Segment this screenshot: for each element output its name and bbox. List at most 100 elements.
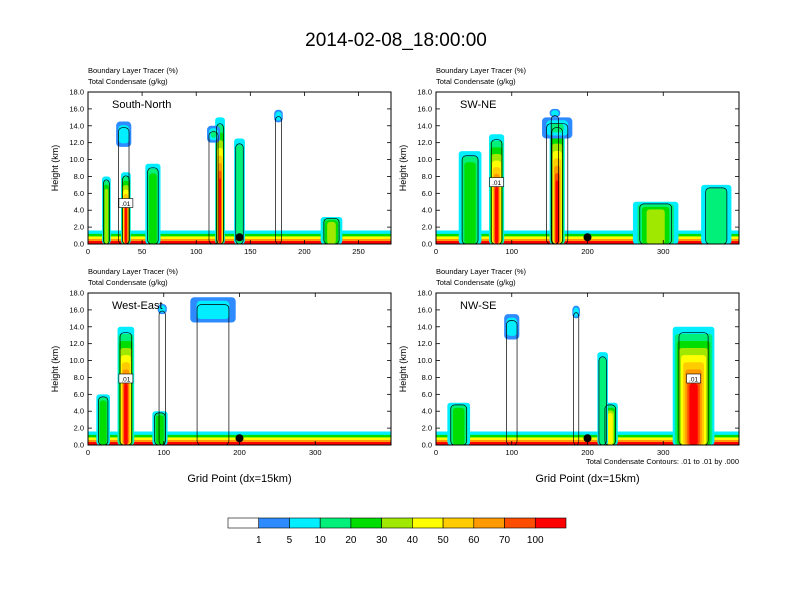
tracer-plume	[599, 357, 607, 445]
contour-level-text: .01	[121, 201, 130, 208]
y-tick-label: 0.0	[74, 240, 84, 249]
panel-title-condensate: Total Condensate (g/kg)	[88, 77, 168, 86]
x-tick-label: 300	[657, 247, 670, 256]
colorbar-label: 40	[407, 535, 419, 546]
condensate-contour	[208, 131, 219, 244]
y-tick-label: 12.0	[69, 339, 84, 348]
colorbar-swatch	[258, 517, 290, 529]
plot-area: .01	[436, 108, 739, 244]
surface-marker	[235, 434, 244, 443]
surface-marker	[583, 233, 592, 242]
colorbar-swatch	[289, 517, 321, 529]
panel-south-north: .01 0.0 2.0 4.0 6.0 8.0 10.0 12.0 14.0 16.0 18.0 0 5…	[50, 66, 392, 256]
tracer-plume	[149, 173, 157, 244]
x-tick-label: 300	[309, 448, 322, 457]
panel-title-condensate: Total Condensate (g/kg)	[88, 278, 168, 287]
y-tick-label: 14.0	[417, 322, 432, 331]
x-tick-label: 150	[244, 247, 257, 256]
panel-title-tracer: Boundary Layer Tracer (%)	[436, 66, 527, 75]
orientation-label: SW-NE	[460, 99, 496, 111]
colorbar-swatch	[350, 517, 382, 529]
surface-marker	[583, 434, 592, 443]
condensate-contour	[147, 167, 159, 244]
colorbar-swatch	[442, 517, 475, 529]
plot-frame	[87, 91, 392, 245]
y-tick-label: 8.0	[422, 373, 432, 382]
contour-level-tag	[686, 373, 701, 384]
y-tick-label: 16.0	[69, 305, 84, 314]
tracer-patch	[196, 300, 230, 320]
condensate-contour	[705, 187, 728, 244]
y-tick-label: 18.0	[417, 88, 432, 97]
tracer-patch	[275, 111, 282, 121]
y-tick-label: 6.0	[422, 189, 432, 198]
plot-area: .01	[88, 109, 391, 244]
condensate-contour	[103, 179, 110, 244]
y-axis-label: Height (km)	[50, 145, 60, 192]
contour-level-tag	[118, 198, 134, 208]
tracer-patch	[210, 130, 217, 138]
condensate-contour	[196, 304, 230, 445]
tracer-plume	[706, 188, 727, 244]
y-tick-label: 16.0	[417, 305, 432, 314]
y-tick-label: 0.0	[422, 240, 432, 249]
y-tick-label: 4.0	[422, 206, 432, 215]
orientation-label: NW-SE	[460, 300, 496, 312]
panel-title-tracer: Boundary Layer Tracer (%)	[88, 66, 179, 75]
colorbar-label: 50	[438, 535, 450, 546]
colorbar-label: 70	[499, 535, 511, 546]
contour-level-text: .01	[492, 180, 501, 187]
panel-title-tracer: Boundary Layer Tracer (%)	[436, 267, 527, 276]
y-tick-label: 18.0	[417, 289, 432, 298]
y-tick-label: 4.0	[74, 407, 84, 416]
y-tick-label: 10.0	[69, 155, 84, 164]
y-tick-label: 6.0	[74, 189, 84, 198]
tracer-patch	[158, 305, 166, 313]
orientation-label: South-North	[112, 99, 171, 111]
tracer-patch	[573, 307, 579, 317]
y-tick-label: 8.0	[422, 172, 432, 181]
plot-area: .01	[436, 305, 739, 445]
y-tick-label: 10.0	[417, 155, 432, 164]
x-tick-label: 50	[138, 247, 146, 256]
panel-title-tracer: Boundary Layer Tracer (%)	[88, 267, 179, 276]
condensate-contour	[550, 115, 559, 244]
x-tick-label: 200	[298, 247, 311, 256]
y-tick-label: 2.0	[74, 223, 84, 232]
colorbar-swatch	[227, 517, 260, 529]
tracer-plume	[124, 206, 127, 244]
tracer-plume	[104, 188, 109, 244]
colorbar-label: 10	[315, 535, 327, 546]
tracer-plume	[327, 221, 336, 244]
colorbar-swatch	[381, 517, 413, 529]
condensate-contour	[546, 123, 569, 244]
y-tick-label: 0.0	[422, 441, 432, 450]
x-tick-label: 0	[86, 448, 90, 457]
tracer-plume	[219, 178, 221, 244]
y-tick-label: 2.0	[422, 223, 432, 232]
y-tick-label: 8.0	[74, 172, 84, 181]
condensate-contour	[119, 332, 133, 445]
colorbar-swatch	[534, 517, 567, 529]
tracer-plume	[124, 383, 128, 445]
x-axis-label: Grid Point (dx=15km)	[535, 473, 639, 485]
y-tick-label: 12.0	[69, 138, 84, 147]
x-tick-label: 100	[157, 448, 170, 457]
x-tick-label: 200	[581, 448, 594, 457]
colorbar-label: 60	[468, 535, 480, 546]
y-tick-label: 6.0	[74, 390, 84, 399]
y-tick-label: 14.0	[417, 121, 432, 130]
y-tick-label: 14.0	[69, 322, 84, 331]
tracer-patch	[118, 125, 130, 144]
y-tick-label: 16.0	[417, 104, 432, 113]
contour-level-text: .01	[689, 376, 698, 383]
condensate-contour	[461, 155, 479, 244]
panel-sw-ne: .01 0.0 2.0 4.0 6.0 8.0 10.0 12.0 14.0 16.0 18.0 0 1…	[398, 66, 740, 256]
colorbar-swatch	[473, 517, 505, 529]
x-tick-label: 200	[233, 448, 246, 457]
colorbar-label: 20	[345, 535, 357, 546]
condensate-contour	[235, 143, 244, 244]
tracer-plume	[555, 180, 559, 244]
contour-note: Total Condensate Contours: .01 to .01 by…	[586, 457, 739, 466]
